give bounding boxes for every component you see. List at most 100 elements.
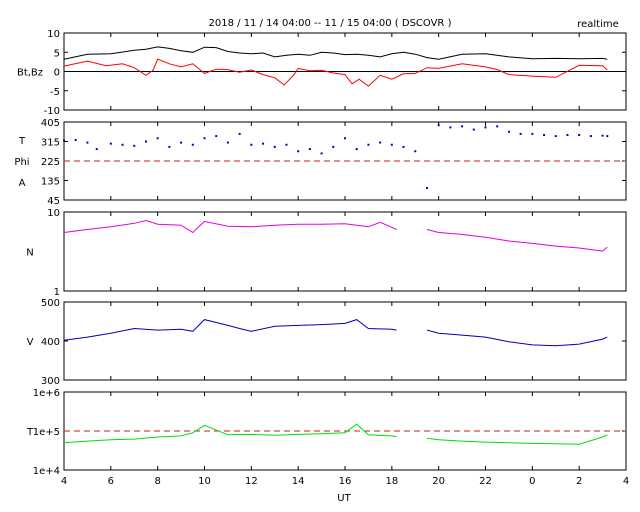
panel-speed: 500 400 300 V	[27, 298, 627, 387]
phi-point	[191, 143, 194, 146]
phi-point	[308, 148, 311, 151]
phi-point	[484, 126, 487, 129]
phi-point	[262, 142, 265, 145]
phi-point	[121, 143, 124, 146]
x-tick-label: 14	[292, 476, 305, 487]
y-axis-label: N	[26, 248, 33, 259]
phi-point	[203, 137, 206, 140]
y-tick-label: -10	[44, 106, 60, 117]
y-tick-label: 1e+5	[33, 427, 60, 438]
phi-point	[86, 141, 89, 144]
series-v-line	[63, 319, 608, 347]
phi-point	[144, 140, 147, 143]
y-tick-label: 10	[47, 29, 60, 40]
phi-point	[273, 145, 276, 148]
phi-point	[449, 126, 452, 129]
y-tick-label: 315	[41, 138, 60, 149]
realtime-label: realtime	[577, 19, 619, 30]
phi-point	[606, 135, 609, 138]
phi-point	[95, 148, 98, 151]
phi-point	[156, 137, 159, 140]
x-tick-label: 0	[529, 476, 535, 487]
phi-point	[496, 125, 499, 128]
y-tick-label: 1e+4	[33, 466, 60, 477]
phi-point	[215, 135, 218, 138]
phi-point	[519, 132, 522, 135]
phi-point	[297, 150, 300, 153]
y-tick-label: 225	[41, 157, 60, 168]
y-tick-label: 405	[41, 118, 60, 129]
x-tick-label: 4	[61, 476, 67, 487]
phi-point	[601, 134, 604, 137]
y-tick-label: 1	[54, 287, 60, 298]
phi-point	[589, 135, 592, 138]
panel-frame	[63, 301, 627, 381]
phi-point	[285, 143, 288, 146]
phi-point	[578, 134, 581, 136]
y-tick-label: 5	[54, 48, 60, 59]
panel-bt_bz: 10 5 0 -5 -10 Bt,Bz	[17, 29, 627, 117]
panels-layer: 10 5 0 -5 -10 Bt,Bz 405 315 225 135 45 T Phi A 10 1 N 500…	[14, 29, 629, 487]
phi-point	[355, 148, 358, 151]
phi-point	[168, 145, 171, 148]
y-axis-label: Bt,Bz	[17, 68, 43, 79]
phi-point	[367, 143, 370, 146]
y-tick-label: 135	[41, 177, 60, 188]
x-tick-label: 22	[479, 476, 492, 487]
phi-point	[332, 145, 335, 148]
x-tick-label: 2	[576, 476, 582, 487]
phi-point	[344, 137, 346, 140]
phi-point	[472, 128, 475, 131]
x-tick-label: 10	[198, 476, 211, 487]
phi-point	[238, 132, 241, 135]
x-tick-label: 12	[245, 476, 258, 487]
x-tick-label: 16	[339, 476, 352, 487]
y-tick-label: 10	[47, 208, 60, 219]
phi-point	[543, 134, 546, 136]
phi-point	[226, 141, 229, 144]
phi-point	[250, 143, 253, 146]
panel-phi: 405 315 225 135 45 T Phi A	[14, 118, 627, 207]
y-tick-label: 1e+6	[33, 388, 60, 399]
phi-point	[437, 124, 440, 127]
phi-point	[461, 125, 464, 128]
y-tick-label: 400	[41, 337, 60, 348]
series-bz-line	[63, 58, 608, 87]
x-tick-label: 4	[623, 476, 629, 487]
phi-point	[109, 142, 112, 145]
y-tick-label: -5	[50, 87, 60, 98]
x-tick-label: 6	[108, 476, 114, 487]
y-tick-label: 500	[41, 298, 60, 309]
x-tick-label: 8	[154, 476, 160, 487]
series-n-line	[63, 219, 608, 252]
phi-point	[414, 150, 417, 153]
phi-point	[402, 145, 405, 148]
y-axis-label-part: T	[18, 136, 26, 147]
y-axis-label: V	[27, 337, 34, 348]
phi-point	[320, 152, 323, 155]
phi-point	[566, 134, 569, 136]
y-tick-label: 45	[47, 196, 60, 207]
phi-point	[425, 187, 428, 190]
y-axis-label-part: A	[19, 178, 26, 189]
series-bt-line	[63, 46, 608, 60]
phi-point	[390, 143, 393, 146]
x-tick-label: 18	[385, 476, 398, 487]
phi-point	[133, 144, 136, 147]
phi-point	[74, 138, 77, 141]
x-tick-label: 20	[432, 476, 445, 487]
y-tick-label: 300	[41, 376, 60, 387]
phi-point	[379, 141, 382, 144]
phi-point	[63, 139, 65, 142]
phi-point	[507, 130, 510, 133]
y-tick-label: 0	[54, 68, 60, 79]
y-axis-label-part: Phi	[14, 157, 29, 168]
panel-density: 10 1 N	[26, 208, 627, 298]
phi-point	[554, 135, 557, 138]
x-axis-label: UT	[337, 493, 351, 504]
chart-title: 2018 / 11 / 14 04:00 -- 11 / 15 04:00 ( …	[209, 18, 452, 29]
y-axis-label: T	[26, 427, 34, 438]
panel-temperature: 1e+6 1e+5 1e+4 T 4 6 8 10 12 14 16 18 20 22 0 2 4	[26, 388, 629, 487]
series-t-line	[63, 423, 608, 445]
